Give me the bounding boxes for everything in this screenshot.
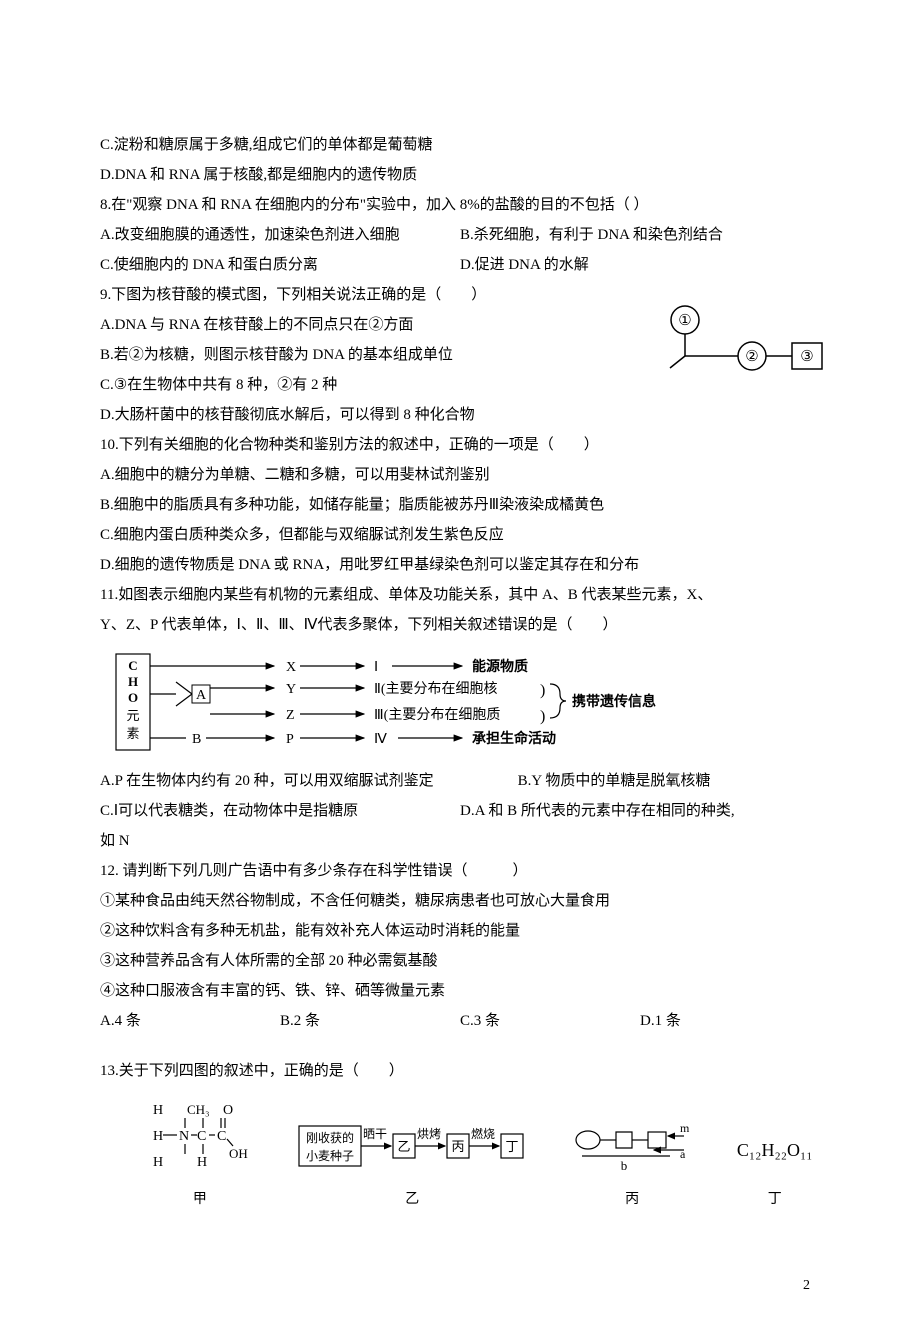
- svg-text:H: H: [153, 1129, 163, 1144]
- q13-fig-乙: 刚收获的 小麦种子 晒干 乙 烘烤 丙 燃烧 丁 乙: [297, 1118, 527, 1212]
- svg-text:Y: Y: [286, 682, 296, 697]
- q8-opt-B: B.杀死细胞，有利于 DNA 和染色剂结合: [460, 220, 820, 250]
- q11-row2: C.Ⅰ可以代表糖类，在动物体中是指糖原 D.A 和 B 所代表的元素中存在相同的…: [100, 796, 820, 826]
- svg-text:元: 元: [126, 708, 139, 723]
- q9-block: 9.下图为核苷酸的模式图，下列相关说法正确的是（ ） A.DNA 与 RNA 在…: [100, 280, 820, 430]
- q13-stem: 13.关于下列四图的叙述中，正确的是（ ）: [100, 1056, 820, 1086]
- q9-label-2: ②: [745, 349, 758, 365]
- q12-opt-B: B.2 条: [280, 1006, 460, 1036]
- q9-opt-D: D.大肠杆菌中的核苷酸彻底水解后，可以得到 8 种化合物: [100, 400, 820, 430]
- svg-text:承担生命活动: 承担生命活动: [472, 730, 556, 747]
- svg-text:H: H: [197, 1155, 207, 1170]
- svg-text:素: 素: [126, 726, 139, 741]
- svg-text:烘烤: 烘烤: [417, 1126, 441, 1141]
- svg-text:CH₃: CH₃: [187, 1102, 210, 1117]
- svg-text:丁: 丁: [506, 1139, 519, 1154]
- q11-stem-2: Y、Z、P 代表单体，Ⅰ、Ⅱ、Ⅲ、Ⅳ代表多聚体，下列相关叙述错误的是（ ）: [100, 610, 820, 640]
- svg-text:H: H: [128, 674, 138, 689]
- q10-opt-C: C.细胞内蛋白质种类众多，但都能与双缩脲试剂发生紫色反应: [100, 520, 820, 550]
- svg-text:): ): [540, 682, 545, 699]
- svg-text:燃烧: 燃烧: [471, 1126, 495, 1141]
- svg-text:Ⅱ(主要分布在细胞核: Ⅱ(主要分布在细胞核: [374, 681, 498, 697]
- svg-text:a: a: [680, 1147, 686, 1161]
- q8-row2: C.使细胞内的 DNA 和蛋白质分离 D.促进 DNA 的水解: [100, 250, 820, 280]
- svg-text:Z: Z: [286, 708, 295, 723]
- q11-opt-D2: 如 N: [100, 826, 820, 856]
- q8-opt-A: A.改变细胞膜的通透性，加速染色剂进入细胞: [100, 220, 460, 250]
- q12-opts: A.4 条 B.2 条 C.3 条 D.1 条: [100, 1006, 820, 1036]
- page-number: 2: [100, 1272, 820, 1300]
- svg-text:X: X: [286, 660, 296, 675]
- q11-opt-D: D.A 和 B 所代表的元素中存在相同的种类,: [460, 796, 820, 826]
- svg-text:Ⅲ(主要分布在细胞质: Ⅲ(主要分布在细胞质: [374, 707, 500, 723]
- q8-row1: A.改变细胞膜的通透性，加速染色剂进入细胞 B.杀死细胞，有利于 DNA 和染色…: [100, 220, 820, 250]
- svg-text:携带遗传信息: 携带遗传信息: [572, 693, 656, 710]
- q12-l4: ④这种口服液含有丰富的钙、铁、锌、硒等微量元素: [100, 976, 820, 1006]
- svg-text:刚收获的: 刚收获的: [306, 1130, 354, 1145]
- q13-cap-1: 甲: [147, 1184, 252, 1212]
- q8-opt-C: C.使细胞内的 DNA 和蛋白质分离: [100, 250, 460, 280]
- q12-l2: ②这种饮料含有多种无机盐，能有效补充人体运动时消耗的能量: [100, 916, 820, 946]
- q8-opt-D: D.促进 DNA 的水解: [460, 250, 820, 280]
- svg-text:m: m: [680, 1121, 690, 1135]
- svg-text:P: P: [286, 732, 294, 747]
- svg-text:H: H: [153, 1155, 163, 1170]
- q12-l1: ①某种食品由纯天然谷物制成，不含任何糖类，糖尿病患者也可放心大量食用: [100, 886, 820, 916]
- svg-text:OH: OH: [229, 1146, 248, 1161]
- q13-figures: H CH₃ O H N C C H H OH 甲: [140, 1098, 820, 1212]
- q13-cap-3: 丙: [572, 1184, 692, 1212]
- q12-l3: ③这种营养品含有人体所需的全部 20 种必需氨基酸: [100, 946, 820, 976]
- q10-opt-B: B.细胞中的脂质具有多种功能，如储存能量；脂质能被苏丹Ⅲ染液染成橘黄色: [100, 490, 820, 520]
- q7-opt-D: D.DNA 和 RNA 属于核酸,都是细胞内的遗传物质: [100, 160, 820, 190]
- q9-label-1: ①: [678, 313, 691, 329]
- q9-diagram: ① ② ③: [660, 298, 830, 378]
- svg-text:C: C: [197, 1129, 206, 1144]
- q9-label-3: ③: [800, 349, 813, 365]
- q13-cap-4: 丁: [737, 1184, 813, 1212]
- q13-formula: C₁₂H₂₂O₁₁: [737, 1132, 813, 1182]
- svg-text:Ⅳ: Ⅳ: [374, 732, 387, 747]
- svg-text:b: b: [621, 1158, 628, 1173]
- svg-text:Ⅰ: Ⅰ: [374, 660, 378, 675]
- svg-text:C: C: [128, 658, 137, 673]
- q11-stem-1: 11.如图表示细胞内某些有机物的元素组成、单体及功能关系，其中 A、B 代表某些…: [100, 580, 820, 610]
- q11-opt-A: A.P 在生物体内约有 20 种，可以用双缩脲试剂鉴定: [100, 766, 518, 796]
- q12-stem: 12. 请判断下列几则广告语中有多少条存在科学性错误（ ）: [100, 856, 820, 886]
- q11-flowchart: C H O 元 素 X Ⅰ 能源物质 A Y Ⅱ(主要分布在细胞核 Z Ⅲ(主要…: [114, 648, 820, 758]
- q10-stem: 10.下列有关细胞的化合物种类和鉴别方法的叙述中，正确的一项是（ ）: [100, 430, 820, 460]
- q11-opt-B: B.Y 物质中的单糖是脱氧核糖: [518, 766, 820, 796]
- svg-text:乙: 乙: [398, 1139, 411, 1154]
- q12-opt-D: D.1 条: [640, 1006, 820, 1036]
- q8-stem: 8.在"观察 DNA 和 RNA 在细胞内的分布"实验中，加入 8%的盐酸的目的…: [100, 190, 820, 220]
- svg-text:C: C: [217, 1129, 226, 1144]
- svg-text:小麦种子: 小麦种子: [306, 1149, 354, 1163]
- q12-opt-C: C.3 条: [460, 1006, 640, 1036]
- q10-opt-A: A.细胞中的糖分为单糖、二糖和多糖，可以用斐林试剂鉴别: [100, 460, 820, 490]
- svg-text:A: A: [196, 688, 207, 703]
- svg-text:B: B: [192, 732, 201, 747]
- svg-text:能源物质: 能源物质: [472, 658, 528, 675]
- q13-fig-甲: H CH₃ O H N C C H H OH 甲: [147, 1098, 252, 1212]
- svg-text:O: O: [223, 1103, 233, 1118]
- q7-opt-C: C.淀粉和糖原属于多糖,组成它们的单体都是葡萄糖: [100, 130, 820, 160]
- q11-opt-C: C.Ⅰ可以代表糖类，在动物体中是指糖原: [100, 796, 460, 826]
- svg-text:O: O: [128, 690, 138, 705]
- svg-text:N: N: [179, 1129, 189, 1144]
- q10-opt-D: D.细胞的遗传物质是 DNA 或 RNA，用吡罗红甲基绿染色剂可以鉴定其存在和分…: [100, 550, 820, 580]
- q13-fig-丙: m a b 丙: [572, 1118, 692, 1212]
- q13-fig-丁: C₁₂H₂₂O₁₁ 丁: [737, 1132, 813, 1212]
- q13-cap-2: 乙: [297, 1184, 527, 1212]
- svg-text:晒干: 晒干: [363, 1127, 387, 1141]
- q12-opt-A: A.4 条: [100, 1006, 280, 1036]
- svg-text:丙: 丙: [452, 1139, 465, 1154]
- svg-text:): ): [540, 708, 545, 725]
- q11-row1: A.P 在生物体内约有 20 种，可以用双缩脲试剂鉴定 B.Y 物质中的单糖是脱…: [100, 766, 820, 796]
- svg-text:H: H: [153, 1103, 163, 1118]
